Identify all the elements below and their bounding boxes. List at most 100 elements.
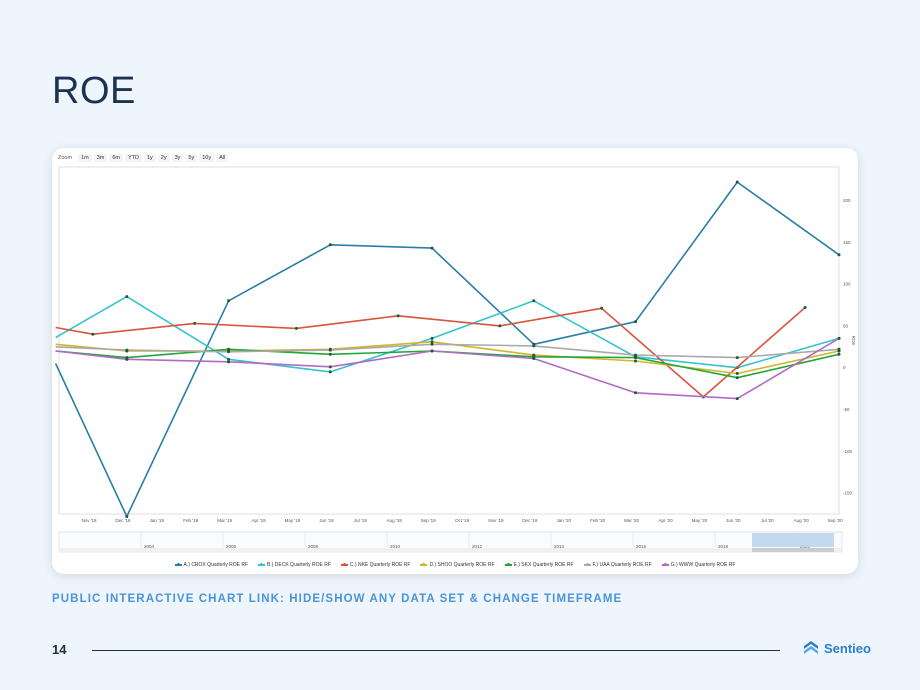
navigator-year-label: 2016 <box>636 544 647 549</box>
y-tick-label: 50 <box>843 323 849 328</box>
roe-line-chart: 200 150 100 50 0 -50 -100 -150 ROE Nov '18 Dec '18… <box>54 166 856 553</box>
navigator-scrollbar-thumb[interactable] <box>752 548 834 552</box>
y-tick-label: 100 <box>843 282 851 287</box>
data-point-nke[interactable] <box>193 321 197 325</box>
data-point-nke[interactable] <box>91 332 95 336</box>
sentieo-logo-icon <box>804 641 818 654</box>
data-point-crox[interactable] <box>227 299 231 303</box>
data-point-skx[interactable] <box>735 376 739 380</box>
data-point-crox[interactable] <box>837 253 841 257</box>
legend-swatch <box>504 563 512 566</box>
zoom-bar: Zoom 1m 3m 6m YTD 1y 2y 3y 5y 10y All <box>58 152 229 164</box>
legend-item-deck[interactable]: B.) DECK Quarterly ROE RF <box>258 562 331 568</box>
zoom-1m-button[interactable]: 1m <box>78 154 92 162</box>
data-point-www[interactable] <box>125 357 129 361</box>
data-point-deck[interactable] <box>532 299 536 303</box>
data-point-shoo[interactable] <box>735 372 739 376</box>
data-point-www[interactable] <box>227 360 231 364</box>
data-point-shoo[interactable] <box>430 340 434 344</box>
x-tick-label: Jul '20 <box>761 518 774 523</box>
legend-swatch <box>340 563 348 566</box>
data-point-crox[interactable] <box>735 180 739 184</box>
x-tick-label: Nov '19 <box>488 518 504 523</box>
x-tick-label: Jun '19 <box>319 518 334 523</box>
data-point-www[interactable] <box>634 391 638 395</box>
legend-item-uaa[interactable]: F.) UAA Quarterly ROE RF <box>583 562 652 568</box>
data-point-www[interactable] <box>328 365 332 369</box>
zoom-all-button[interactable]: All <box>216 154 229 162</box>
legend-item-nke[interactable]: C.) NKE Quarterly ROE RF <box>340 562 411 568</box>
zoom-3y-button[interactable]: 3y <box>171 154 184 162</box>
data-point-crox[interactable] <box>634 320 638 324</box>
zoom-10y-button[interactable]: 10y <box>199 154 215 162</box>
zoom-2y-button[interactable]: 2y <box>157 154 170 162</box>
data-point-uaa[interactable] <box>125 348 129 352</box>
legend-item-crox[interactable]: A.) CROX Quarterly ROE RF <box>174 562 248 568</box>
data-point-nke[interactable] <box>600 306 604 310</box>
legend-item-www[interactable]: G.) WWW Quarterly ROE RF <box>661 562 736 568</box>
zoom-6m-button[interactable]: 6m <box>109 154 123 162</box>
y-tick-label: -100 <box>843 449 853 454</box>
data-point-uaa[interactable] <box>735 356 739 360</box>
x-tick-label: Aug '19 <box>387 518 403 523</box>
x-tick-label: Jul '19 <box>354 518 367 523</box>
footer-divider <box>92 650 780 651</box>
x-tick-label: Apr '20 <box>658 518 673 523</box>
legend-label: G.) WWW Quarterly ROE RF <box>670 562 736 568</box>
navigator-year-label: 2014 <box>554 544 565 549</box>
y-tick-label: -150 <box>843 491 853 496</box>
data-point-deck[interactable] <box>328 370 332 374</box>
brand-name: Sentieo <box>824 640 871 656</box>
x-tick-label: Apr '19 <box>252 518 267 523</box>
data-point-nke[interactable] <box>803 305 807 309</box>
zoom-1y-button[interactable]: 1y <box>143 154 156 162</box>
zoom-3m-button[interactable]: 3m <box>93 154 108 162</box>
legend-label: D.) SHOO Quarterly ROE RF <box>429 562 495 568</box>
data-point-crox[interactable] <box>430 246 434 250</box>
data-point-nke[interactable] <box>498 324 502 328</box>
data-point-nke[interactable] <box>396 314 400 318</box>
data-point-deck[interactable] <box>430 336 434 340</box>
chart-link-caption[interactable]: PUBLIC INTERACTIVE CHART LINK: HIDE/SHOW… <box>52 593 623 605</box>
chart-card: Zoom 1m 3m 6m YTD 1y 2y 3y 5y 10y All 20… <box>52 148 858 574</box>
data-point-crox[interactable] <box>125 515 129 519</box>
data-point-nke[interactable] <box>294 326 298 330</box>
data-point-uaa[interactable] <box>430 342 434 346</box>
navigator-year-label: 2004 <box>144 544 155 549</box>
data-point-deck[interactable] <box>125 295 129 299</box>
data-point-www[interactable] <box>837 336 841 340</box>
slide-title: ROE <box>52 70 136 112</box>
data-point-crox[interactable] <box>328 243 332 247</box>
zoom-5y-button[interactable]: 5y <box>185 154 198 162</box>
data-point-skx[interactable] <box>227 347 231 351</box>
data-point-deck[interactable] <box>227 357 231 361</box>
brand-logo: Sentieo <box>802 639 871 657</box>
navigator-scrollbar[interactable] <box>59 548 842 552</box>
x-tick-label: Jan '20 <box>557 518 572 523</box>
x-tick-label: Feb '19 <box>183 518 198 523</box>
legend-label: C.) NKE Quarterly ROE RF <box>349 562 411 568</box>
data-point-skx[interactable] <box>328 352 332 356</box>
data-point-skx[interactable] <box>837 352 841 356</box>
x-tick-label: Dec '18 <box>115 518 131 523</box>
zoom-ytd-button[interactable]: YTD <box>124 154 142 162</box>
y-tick-label: 0 <box>843 365 846 370</box>
data-point-www[interactable] <box>532 356 536 360</box>
data-point-skx[interactable] <box>634 356 638 360</box>
navigator-year-label: 2012 <box>472 544 483 549</box>
legend-label: B.) DECK Quarterly ROE RF <box>267 562 331 568</box>
data-point-uaa[interactable] <box>328 348 332 352</box>
navigator-year-label: 2010 <box>390 544 401 549</box>
legend-item-shoo[interactable]: D.) SHOO Quarterly ROE RF <box>420 562 495 568</box>
legend-item-skx[interactable]: E.) SKX Quarterly ROE RF <box>504 562 574 568</box>
data-point-uaa[interactable] <box>634 353 638 357</box>
data-point-uaa[interactable] <box>837 347 841 351</box>
y-tick-label: 200 <box>843 198 851 203</box>
data-point-shoo[interactable] <box>634 359 638 363</box>
data-point-uaa[interactable] <box>227 350 231 354</box>
x-tick-label: Jun '20 <box>726 518 741 523</box>
data-point-www[interactable] <box>735 397 739 401</box>
navigator-selection[interactable] <box>752 533 834 547</box>
data-point-uaa[interactable] <box>532 344 536 348</box>
data-point-www[interactable] <box>430 349 434 353</box>
